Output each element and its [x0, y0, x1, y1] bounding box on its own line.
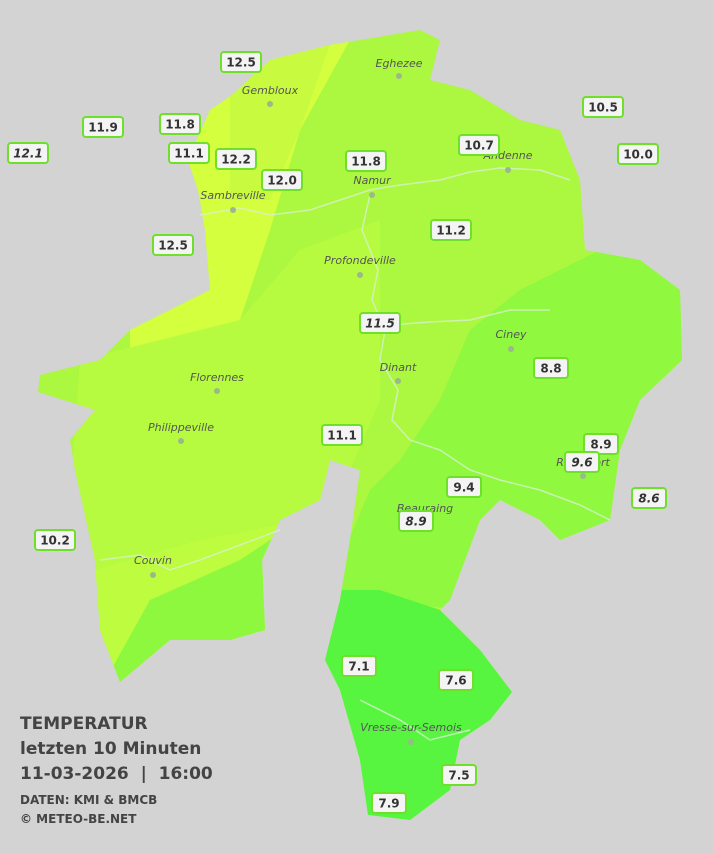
station-value: 12.0	[267, 174, 297, 188]
town-dot	[150, 572, 156, 578]
station-value: 12.1	[13, 147, 43, 161]
town-name: Vresse-sur-Semois	[360, 721, 462, 734]
station-box	[438, 669, 474, 691]
station-box	[564, 451, 600, 473]
station-value: 11.2	[436, 224, 466, 238]
station-box	[220, 51, 262, 73]
title: TEMPERATUR	[20, 714, 148, 734]
station-value: 8.6	[638, 492, 659, 506]
town-dot	[178, 438, 184, 444]
town-dot	[230, 207, 236, 213]
station-box	[631, 487, 667, 509]
station-box	[159, 113, 201, 135]
station-box	[341, 655, 377, 677]
town-name: Sambreville	[200, 189, 265, 202]
station-value: 11.1	[327, 429, 357, 443]
station-box	[583, 433, 619, 455]
station-box	[617, 143, 659, 165]
station-value: 9.4	[453, 481, 474, 495]
station-box	[430, 219, 472, 241]
datetime: 11-03-2026 | 16:00	[20, 764, 213, 784]
station-value: 7.5	[448, 769, 469, 783]
town-name: Philippeville	[148, 421, 214, 434]
source: DATEN: KMI & BMCB	[20, 793, 157, 807]
station-value: 8.8	[540, 362, 561, 376]
station-value: 11.8	[165, 118, 195, 132]
station-box	[398, 510, 434, 532]
station-value: 10.2	[40, 534, 70, 548]
town-name: Eghezee	[376, 57, 423, 70]
station-box	[321, 424, 363, 446]
town-dot	[408, 739, 414, 745]
station-box	[82, 116, 124, 138]
station-box	[345, 150, 387, 172]
station-box	[441, 764, 477, 786]
town-name: Florennes	[190, 371, 244, 384]
station-box	[152, 234, 194, 256]
station-box	[261, 169, 303, 191]
town-name: Namur	[353, 174, 392, 187]
town-dot	[214, 388, 220, 394]
town-name: Ciney	[496, 328, 527, 341]
town-dot	[396, 73, 402, 79]
town-dot	[508, 346, 514, 352]
town-name: Gembloux	[242, 84, 299, 97]
station-value: 12.2	[221, 153, 251, 167]
town-name: Dinant	[380, 361, 417, 374]
station-value: 10.0	[623, 148, 653, 162]
station-box	[458, 134, 500, 156]
station-box	[34, 529, 76, 551]
station-value: 8.9	[405, 515, 426, 529]
station-box	[168, 142, 210, 164]
station-value: 11.1	[174, 147, 204, 161]
station-box	[446, 476, 482, 498]
station-box	[215, 148, 257, 170]
station-value: 11.9	[88, 121, 118, 135]
station-value: 7.1	[348, 660, 369, 674]
town-dot	[357, 272, 363, 278]
station-box	[582, 96, 624, 118]
station-box	[533, 357, 569, 379]
subtitle: letzten 10 Minuten	[20, 739, 201, 759]
town-dot	[395, 378, 401, 384]
station-value: 7.6	[445, 674, 466, 688]
station-value: 12.5	[226, 56, 256, 70]
station-value: 11.5	[365, 317, 395, 331]
town-name: Profondeville	[324, 254, 396, 267]
copyright: © METEO-BE.NET	[20, 812, 137, 826]
station-value: 8.9	[590, 438, 611, 452]
town-dot	[580, 473, 586, 479]
town-dot	[267, 101, 273, 107]
town-name: Couvin	[134, 554, 172, 567]
town-dot	[505, 167, 511, 173]
station-value: 9.6	[571, 456, 592, 470]
station-value: 10.5	[588, 101, 618, 115]
station-value: 12.5	[158, 239, 188, 253]
station-box	[7, 142, 49, 164]
town-dot	[369, 192, 375, 198]
station-box	[371, 792, 407, 814]
station-value: 10.7	[464, 139, 494, 153]
station-box	[359, 312, 401, 334]
station-value: 7.9	[378, 797, 399, 811]
station-value: 11.8	[351, 155, 381, 169]
